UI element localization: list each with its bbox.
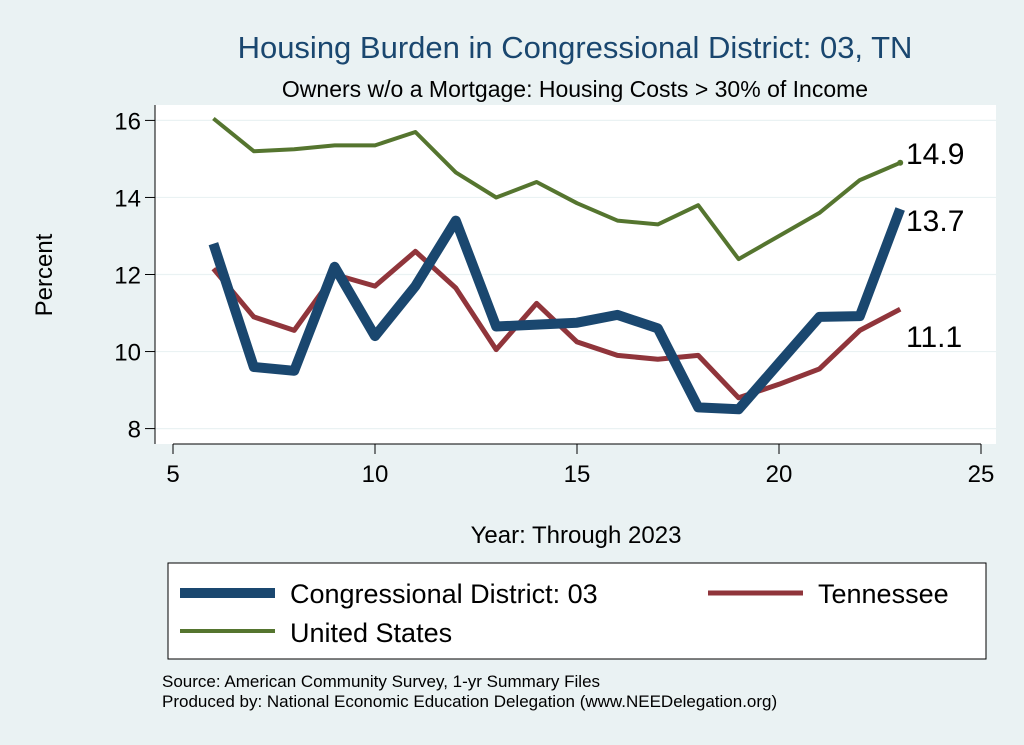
y-tick-label-14: 14: [114, 185, 141, 212]
y-tick-label-8: 8: [128, 417, 141, 444]
legend-label-tennessee: Tennessee: [818, 579, 949, 609]
legend-item-tennessee: Tennessee: [708, 579, 949, 609]
produced-by-note: Produced by: National Economic Education…: [162, 692, 777, 711]
y-tick-label-16: 16: [114, 108, 141, 135]
legend-item-united-states: United States: [180, 618, 452, 648]
source-note: Source: American Community Survey, 1-yr …: [162, 672, 600, 691]
x-tick-label-20: 20: [766, 461, 793, 488]
series-line-united-states: [212, 116, 901, 262]
legend-label-united-states: United States: [290, 618, 452, 648]
x-tick-label-5: 5: [166, 461, 179, 488]
y-tick-label-12: 12: [114, 263, 141, 290]
legend-label-district: Congressional District: 03: [290, 579, 598, 609]
y-tick-label-10: 10: [114, 340, 141, 367]
chart-subtitle: Owners w/o a Mortgage: Housing Costs > 3…: [282, 76, 868, 102]
end-label-district: 13.7: [906, 205, 964, 238]
end-label-tennessee: 11.1: [906, 321, 962, 354]
y-axis-label: Percent: [31, 233, 58, 316]
end-labels: 13.7 11.1 14.9: [897, 138, 964, 354]
x-axis-label: Year: Through 2023: [471, 522, 682, 549]
series-lines: [208, 116, 905, 415]
end-label-united-states: 14.9: [906, 138, 964, 171]
chart-title: Housing Burden in Congressional District…: [238, 30, 913, 65]
legend-item-district: Congressional District: 03: [180, 579, 598, 609]
axes: 8 10 12 14 16 5 10 15 20 25: [114, 105, 994, 488]
series-line-district: [208, 207, 905, 415]
x-tick-label-15: 15: [564, 461, 591, 488]
end-point-united-states: [897, 159, 904, 166]
x-tick-label-25: 25: [968, 461, 995, 488]
legend-box: [167, 562, 987, 660]
gridlines: [155, 119, 996, 430]
x-tick-label-10: 10: [362, 461, 389, 488]
